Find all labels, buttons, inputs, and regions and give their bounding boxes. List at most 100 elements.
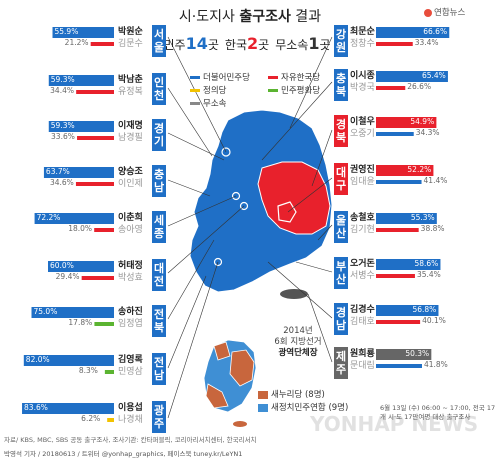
region-char: 경 (153, 122, 165, 135)
credit-text: 박영석 기자 / 20180613 / 트위터 @yonhap_graphics… (4, 450, 243, 458)
legend-label: 무소속 (203, 99, 227, 109)
region-char: 강 (335, 28, 347, 41)
runner-bar (81, 276, 114, 280)
watermark: YONHAP NEWS (310, 412, 479, 436)
region-char: 남 (153, 181, 165, 194)
region-char: 세 (153, 214, 165, 227)
winner-name: 박원순 (118, 27, 143, 37)
runner-name: 유정복 (118, 87, 143, 97)
winner-bar (376, 305, 439, 316)
winner-bar (43, 167, 114, 178)
region-char: 주 (335, 363, 347, 376)
summary-count: 14 (185, 34, 208, 53)
legend-label: 정의당 (203, 86, 227, 96)
inset-title-election: 6회 지방선거 (274, 337, 322, 347)
runner-value: 21.2% (64, 38, 89, 47)
runner-bar (94, 322, 114, 326)
region-char: 울 (335, 214, 347, 227)
runner-name: 서병수 (350, 271, 375, 281)
winner-bar (376, 213, 437, 224)
region-char: 충 (153, 168, 165, 181)
region-char: 경 (335, 118, 347, 131)
runner-bar (104, 370, 114, 374)
runner-name: 김태호 (350, 317, 375, 327)
legend-swatch (190, 102, 200, 105)
winner-bar (376, 165, 434, 176)
runner-name: 나경채 (118, 415, 143, 425)
region-char: 산 (335, 273, 347, 286)
summary-item: 무소속1곳 (275, 34, 330, 53)
runner-value: 29.4% (55, 272, 80, 281)
inset-legend-label: 새누리당 (8명) (271, 390, 325, 400)
region-char: 서 (153, 28, 165, 41)
summary-label: 민주 (163, 38, 186, 52)
region-char: 북 (153, 321, 165, 334)
winner-name: 이철우 (350, 117, 375, 127)
region-char: 천 (153, 89, 165, 102)
runner-bar (76, 90, 114, 94)
runner-bar (376, 180, 422, 184)
winner-value: 75.0% (33, 307, 58, 316)
summary-unit: 곳 (258, 38, 270, 52)
winner-name: 허태정 (118, 261, 143, 271)
runner-name: 박경국 (350, 83, 375, 93)
title-bold: 출구조사 (239, 9, 291, 25)
inset-map (203, 339, 257, 427)
page-title: 시·도지사 출구조사 결과 (0, 6, 500, 26)
legend-swatch (190, 89, 200, 92)
winner-bar (34, 213, 114, 224)
runner-value: 6.2% (81, 414, 101, 423)
runner-value: 38.8% (420, 224, 445, 233)
winner-name: 송철호 (350, 213, 375, 223)
region-char: 기 (153, 135, 165, 148)
winner-value: 63.7% (45, 167, 70, 176)
winner-value: 56.8% (412, 305, 437, 314)
runner-name: 임대윤 (350, 177, 375, 187)
winner-value: 83.6% (24, 403, 48, 412)
winner-bar (376, 71, 448, 82)
winner-bar (48, 121, 114, 132)
logo-icon (424, 8, 432, 17)
runner-name: 김문수 (118, 39, 143, 49)
winner-name: 김경수 (350, 305, 375, 315)
runner-name: 남경필 (118, 133, 143, 143)
runner-value: 33.6% (51, 132, 75, 141)
winner-bar (48, 261, 114, 272)
winner-value: 50.3% (405, 349, 430, 358)
runner-value: 33.4% (414, 38, 439, 47)
region-char: 남 (153, 369, 165, 382)
summary-label: 한국 (224, 38, 247, 52)
runner-value: 17.8% (68, 318, 93, 327)
winner-bar (376, 349, 432, 360)
party-legend: 더불어민주당 자유한국당정의당 민주평화당무소속 (190, 72, 350, 111)
inset-title: 2014년 6회 지방선거 광역단체장 (258, 326, 338, 359)
winner-bar (376, 117, 437, 128)
winner-name: 오거돈 (350, 259, 375, 269)
winner-value: 72.2% (36, 213, 61, 222)
runner-name: 문대림 (350, 361, 375, 371)
inset-title-year: 2014년 (283, 326, 313, 336)
runner-value: 18.0% (68, 224, 93, 233)
inset-legend-swatch (258, 403, 268, 412)
runner-bar (90, 42, 114, 46)
title-suffix: 결과 (290, 9, 322, 25)
region-char: 전 (153, 356, 165, 369)
seat-summary: 민주14 곳 한국2곳 무소속1곳 (150, 34, 350, 53)
runner-name: 민영삼 (118, 367, 143, 377)
runner-bar (376, 364, 422, 368)
summary-item: 한국2곳 (224, 34, 270, 53)
runner-value: 34.6% (49, 178, 74, 187)
winner-name: 박남춘 (118, 75, 143, 85)
winner-value: 60.0% (50, 261, 74, 270)
winner-bar (31, 307, 114, 318)
winner-name: 이시종 (350, 71, 375, 81)
